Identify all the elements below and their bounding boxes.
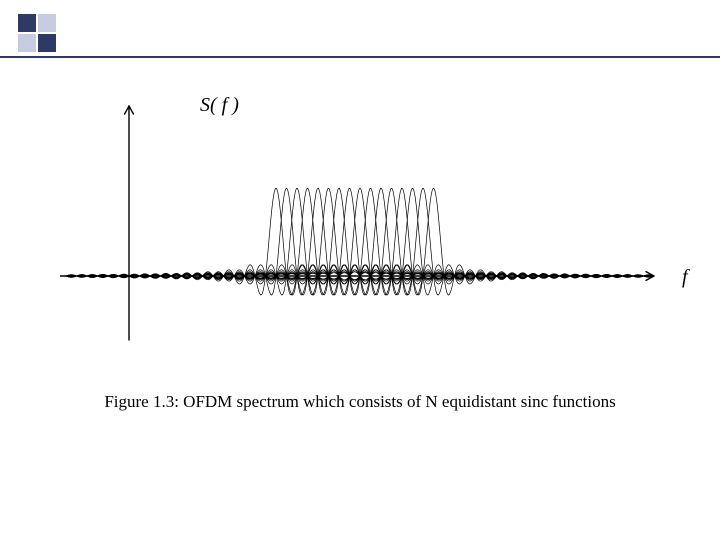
- corner-bullet-icon: [18, 14, 62, 58]
- spectrum-svg: [60, 80, 660, 360]
- top-horizontal-rule: [0, 56, 720, 58]
- figure-caption: Figure 1.3: OFDM spectrum which consists…: [0, 392, 720, 412]
- slide-root: S( f ) f Figure 1.3: OFDM spectrum which…: [0, 0, 720, 540]
- ofdm-spectrum-chart: [60, 80, 660, 360]
- x-axis-label: f: [682, 266, 688, 289]
